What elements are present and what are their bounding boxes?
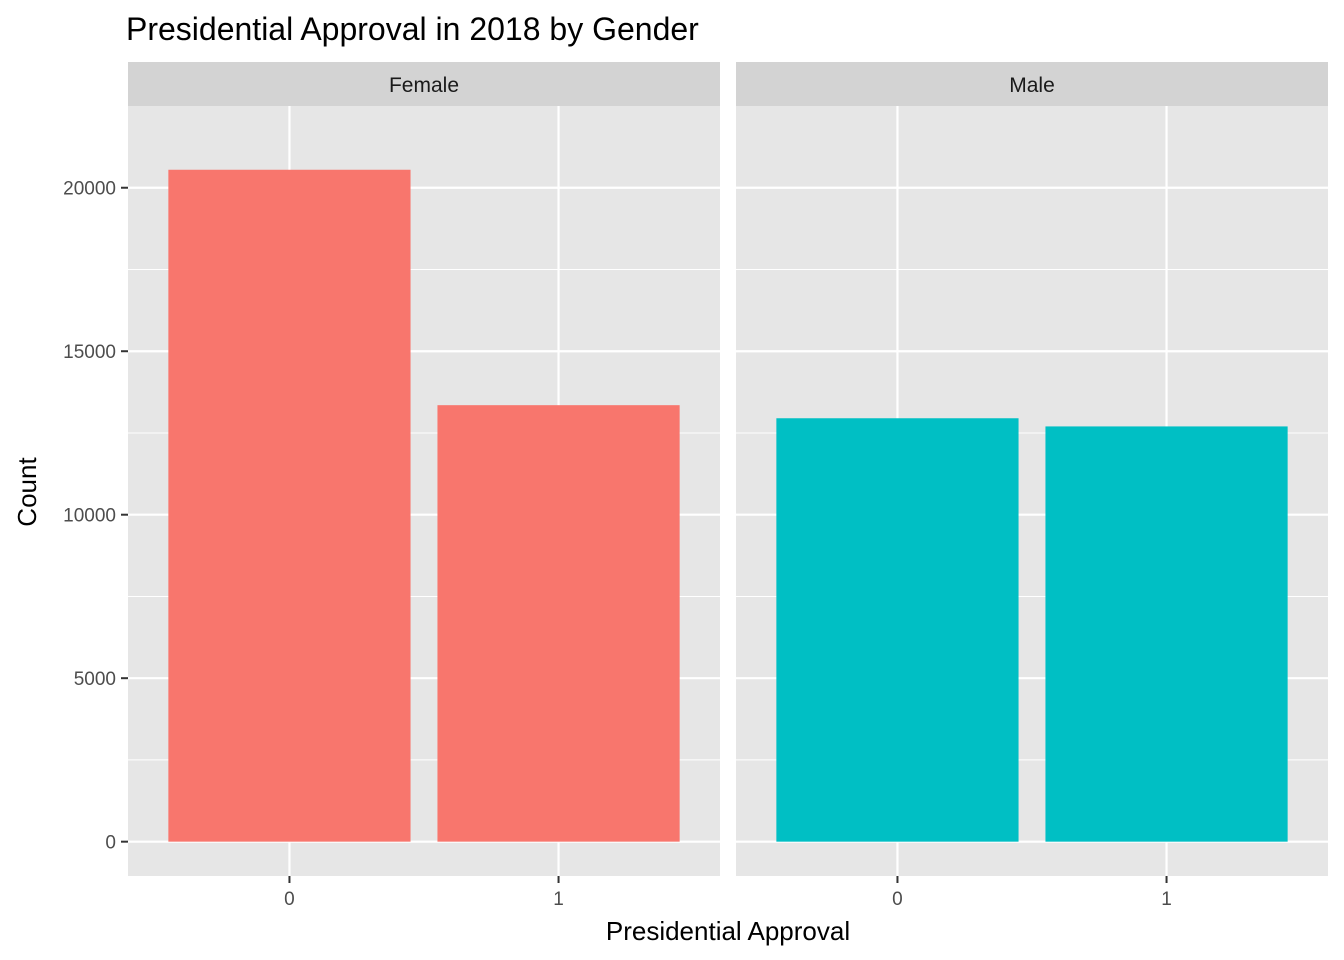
- chart-title: Presidential Approval in 2018 by Gender: [126, 11, 699, 47]
- x-tick-label: 0: [892, 889, 903, 910]
- y-tick-label: 0: [105, 833, 116, 854]
- bar-male-0: [776, 418, 1019, 842]
- facet-panel-male: Male 0 1: [736, 62, 1328, 910]
- facet-panels: Female 0 1 Male 0 1: [128, 62, 1328, 910]
- facet-strip-label: Male: [1009, 74, 1055, 97]
- facet-strip-label: Female: [389, 74, 459, 97]
- y-axis-title: Count: [12, 457, 42, 527]
- bar-female-1: [437, 405, 680, 842]
- x-axis-title: Presidential Approval: [606, 916, 850, 946]
- facet-panel-female: Female 0 1: [128, 62, 720, 910]
- y-axis: 0 5000 10000 15000 20000: [63, 179, 128, 854]
- x-tick-label: 0: [284, 889, 295, 910]
- y-tick-label: 15000: [63, 342, 116, 363]
- bar-female-0: [168, 169, 411, 842]
- x-tick-label: 1: [553, 889, 564, 910]
- x-tick-label: 1: [1161, 889, 1172, 910]
- y-tick-label: 10000: [63, 506, 116, 527]
- y-tick-label: 20000: [63, 179, 116, 200]
- y-tick-label: 5000: [74, 669, 116, 690]
- facet-strip: [736, 62, 1328, 106]
- bar-male-1: [1045, 426, 1288, 842]
- facet-strip: [128, 62, 720, 106]
